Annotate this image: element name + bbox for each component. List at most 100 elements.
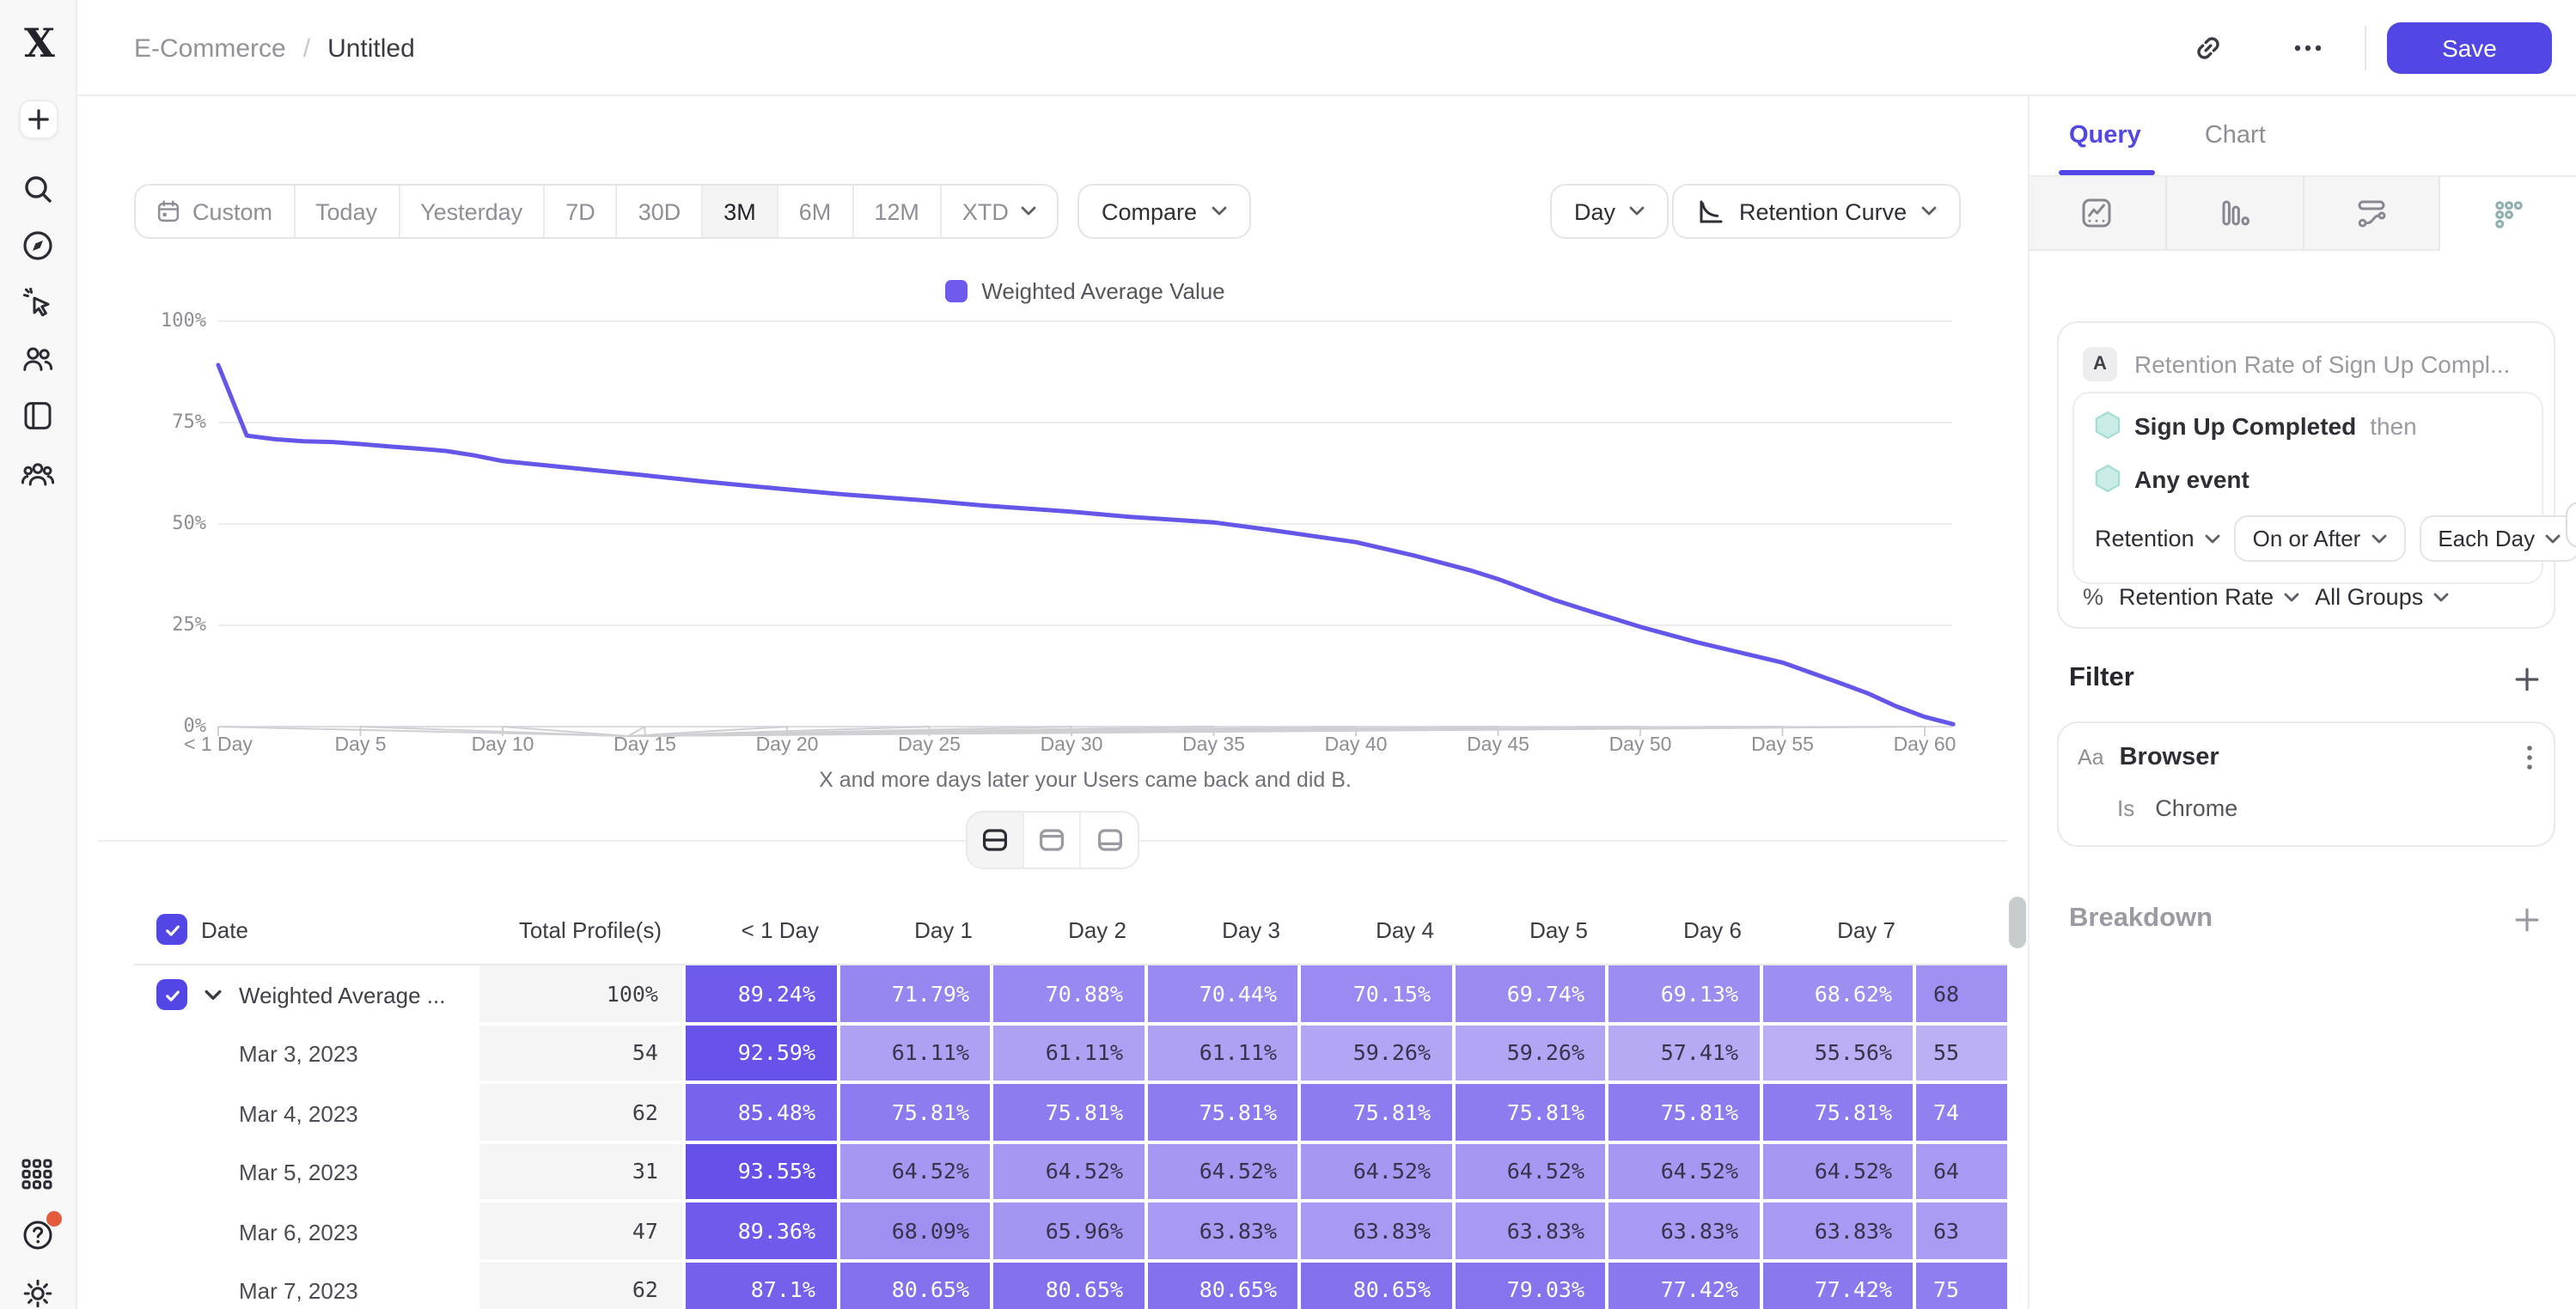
users-icon[interactable] [21, 342, 55, 376]
compass-icon[interactable] [21, 228, 55, 263]
filter-menu-button[interactable] [2526, 744, 2533, 771]
filter-property[interactable]: Browser [2119, 744, 2219, 771]
retention-value-cell: 63.83% [1301, 1202, 1455, 1262]
chart-view-toggle[interactable] [1081, 813, 1138, 868]
on-or-after-dropdown[interactable]: On or After [2233, 515, 2406, 562]
table-row[interactable]: Mar 5, 2023 31 93.55% 64.52% 64.52% 64.52% 64.… [134, 1143, 2007, 1202]
notebook-icon[interactable] [21, 399, 55, 433]
table-row[interactable]: Mar 3, 2023 54 92.59% 61.11% 61.11% 61.11% 59.… [134, 1025, 2007, 1084]
filter-condition-row[interactable]: Is Chrome [2117, 795, 2237, 821]
percent-symbol: % [2083, 584, 2104, 610]
range-3m[interactable]: 3M [703, 186, 778, 237]
new-report-button[interactable] [19, 100, 58, 139]
range-yesterday[interactable]: Yesterday [400, 186, 546, 237]
retention-line-chart[interactable] [201, 309, 1959, 776]
breadcrumb-section[interactable]: E-Commerce [134, 33, 286, 63]
groups-dropdown[interactable]: All Groups [2315, 584, 2449, 610]
range-6m[interactable]: 6M [778, 186, 854, 237]
app-logo[interactable]: X [24, 21, 55, 67]
retention-value-cell: 71.79% [839, 965, 993, 1025]
retention-value-cell-clipped: 68 [1916, 965, 2007, 1025]
settings-icon[interactable] [21, 1276, 55, 1309]
range-label: Yesterday [420, 198, 523, 224]
apps-grid-icon[interactable] [21, 1158, 55, 1192]
retention-mode-dropdown[interactable]: Retention [2095, 526, 2220, 551]
expander-chevron-icon[interactable] [204, 989, 222, 1002]
second-event-row[interactable]: Any event [2095, 464, 2249, 493]
header-label: Date [201, 916, 248, 942]
tab-query[interactable]: Query [2069, 122, 2141, 149]
each-day-dropdown[interactable]: Each Day [2419, 515, 2576, 562]
top-actions: Save [2186, 0, 2552, 96]
retention-value-cell: 75.81% [1455, 1084, 1608, 1143]
retention-value-cell-clipped: 55 [1916, 1025, 2007, 1084]
range-7d[interactable]: 7D [545, 186, 618, 237]
tab-chart[interactable]: Chart [2204, 122, 2266, 149]
table-view-toggle[interactable] [1024, 813, 1081, 868]
retention-value-cell: 93.55% [686, 1143, 839, 1202]
more-menu-button[interactable] [2286, 26, 2330, 70]
flows-icon [2354, 196, 2389, 230]
tab-insights[interactable] [2030, 177, 2167, 251]
split-view-toggle[interactable] [968, 813, 1024, 868]
legend-item[interactable]: Weighted Average Value [945, 278, 1225, 304]
total-profiles-cell: 31 [479, 1143, 686, 1202]
granularity-dropdown[interactable]: Day [1550, 184, 1670, 239]
column-header-day: Day 4 [1376, 916, 1434, 942]
range-xtd[interactable]: XTD [942, 186, 1057, 237]
chart-type-dropdown[interactable]: Retention Curve [1672, 184, 1961, 239]
retention-value-cell: 68.62% [1762, 965, 1916, 1025]
row-name-cell: Mar 4, 2023 [134, 1084, 479, 1143]
range-30d[interactable]: 30D [618, 186, 704, 237]
retention-value-cell: 85.48% [686, 1084, 839, 1143]
retention-line-series[interactable] [216, 362, 1956, 727]
first-event-row[interactable]: Sign Up Completed then [2095, 411, 2417, 440]
column-header-day [1916, 895, 2007, 964]
add-breakdown-button[interactable] [2514, 906, 2540, 932]
cursor-click-icon[interactable] [21, 285, 55, 320]
row-expander-slot [201, 989, 225, 1002]
retention-value-cell-clipped: 74 [1916, 1084, 2007, 1143]
range-custom[interactable]: Custom [136, 186, 296, 237]
breakdown-heading: Breakdown [2069, 904, 2213, 933]
row-checkbox[interactable] [156, 979, 187, 1011]
retention-mode-label: Retention [2095, 526, 2194, 551]
row-label: Mar 4, 2023 [239, 1100, 358, 1127]
tab-retention[interactable] [2440, 177, 2576, 251]
range-label: Custom [192, 198, 273, 224]
help-button[interactable] [21, 1211, 62, 1252]
retention-value-cell: 75.81% [1301, 1084, 1455, 1143]
vertical-scrollbar-thumb[interactable] [2009, 897, 2026, 948]
first-event-name: Sign Up Completed [2134, 411, 2357, 439]
team-icon[interactable] [21, 457, 55, 491]
range-12m[interactable]: 12M [853, 186, 942, 237]
breadcrumb-page[interactable]: Untitled [327, 33, 415, 63]
filter-card[interactable]: Aa Browser Is Chrome [2057, 721, 2555, 847]
table-row[interactable]: Mar 6, 2023 47 89.36% 68.09% 65.96% 63.83% 63.… [134, 1202, 2007, 1262]
table-row[interactable]: Mar 7, 2023 62 87.1% 80.65% 80.65% 80.65% 80.6… [134, 1262, 2007, 1309]
range-today[interactable]: Today [295, 186, 400, 237]
range-label: 6M [798, 198, 832, 224]
tab-flows[interactable] [2304, 177, 2441, 251]
query-title: Retention Rate of Sign Up Compl... [2134, 350, 2511, 378]
header-checkbox[interactable] [156, 914, 187, 945]
table-row[interactable]: Weighted Average ... 100% 89.24% 71.79% 70.8… [134, 965, 2007, 1025]
retention-value-cell: 75.81% [1147, 1084, 1301, 1143]
retention-curve-icon [1696, 197, 1725, 226]
retention-value-cell: 68.09% [839, 1202, 993, 1262]
range-label: XTD [961, 198, 1009, 224]
chevron-down-icon [2433, 592, 2449, 602]
retention-value-cell: 77.42% [1608, 1262, 1762, 1309]
clipped-button[interactable] [2566, 502, 2576, 548]
tab-bar-chart[interactable] [2166, 177, 2304, 251]
chevron-down-icon [2545, 533, 2561, 544]
retention-value-cell: 80.65% [993, 1262, 1147, 1309]
measure-dropdown[interactable]: Retention Rate [2119, 584, 2299, 610]
add-filter-button[interactable] [2514, 666, 2540, 691]
copy-link-button[interactable] [2186, 26, 2231, 70]
table-row[interactable]: Mar 4, 2023 62 85.48% 75.81% 75.81% 75.81% 75.… [134, 1084, 2007, 1143]
query-title-row[interactable]: A Retention Rate of Sign Up Compl... [2083, 347, 2533, 381]
search-icon[interactable] [21, 172, 55, 206]
save-button[interactable]: Save [2387, 22, 2552, 74]
compare-button[interactable]: Compare [1077, 184, 1251, 239]
